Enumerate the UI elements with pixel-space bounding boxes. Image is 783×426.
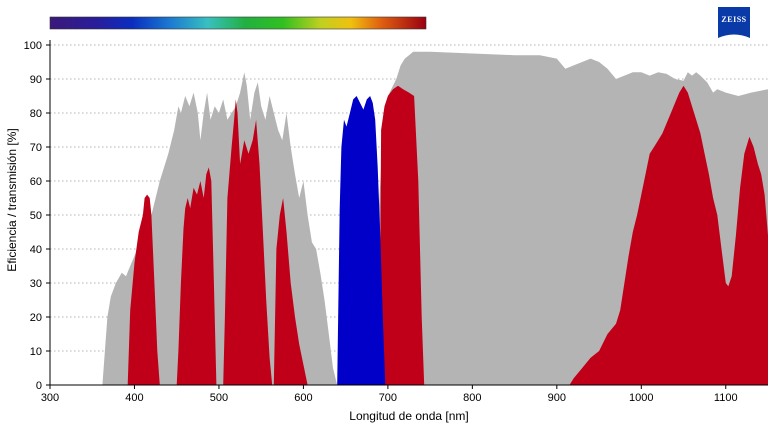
x-axis-label: Longitud de onda [nm] (349, 409, 468, 423)
x-tick-label-700: 700 (379, 392, 397, 404)
y-tick-label-20: 20 (30, 312, 42, 324)
y-tick-label-100: 100 (24, 40, 42, 52)
y-axis-label: Eficiencia / transmisión [%] (5, 128, 19, 271)
y-tick-label-70: 70 (30, 142, 42, 154)
data-areas (102, 51, 768, 386)
y-tick-label-80: 80 (30, 108, 42, 120)
x-tick-label-800: 800 (463, 392, 481, 404)
y-tick-label-10: 10 (30, 346, 42, 358)
blue-area-2 (337, 96, 386, 385)
y-tick-label-60: 60 (30, 176, 42, 188)
x-tick-label-1100: 1100 (714, 392, 738, 404)
zeiss-logo: ZEISS (718, 7, 750, 38)
y-tick-label-40: 40 (30, 244, 42, 256)
y-tick-label-90: 90 (30, 74, 42, 86)
zeiss-logo-text: ZEISS (721, 15, 746, 24)
y-tick-label-50: 50 (30, 210, 42, 222)
gray-area-0 (102, 51, 768, 386)
x-tick-label-600: 600 (294, 392, 312, 404)
x-tick-label-500: 500 (210, 392, 228, 404)
red-area-1 (127, 85, 768, 386)
y-tick-labels: 0 10 20 30 40 50 60 70 80 90 100 (24, 40, 50, 392)
y-tick-label-30: 30 (30, 278, 42, 290)
axes (49, 40, 768, 386)
x-tick-label-400: 400 (125, 392, 143, 404)
x-tick-label-300: 300 (41, 392, 59, 404)
x-tick-label-900: 900 (548, 392, 566, 404)
x-tick-labels: 300 400 500 600 700 800 900 1000 1100 (41, 385, 738, 404)
x-tick-label-1000: 1000 (629, 392, 653, 404)
spectrum-color-bar (49, 16, 427, 30)
y-tick-label-0: 0 (36, 380, 42, 392)
